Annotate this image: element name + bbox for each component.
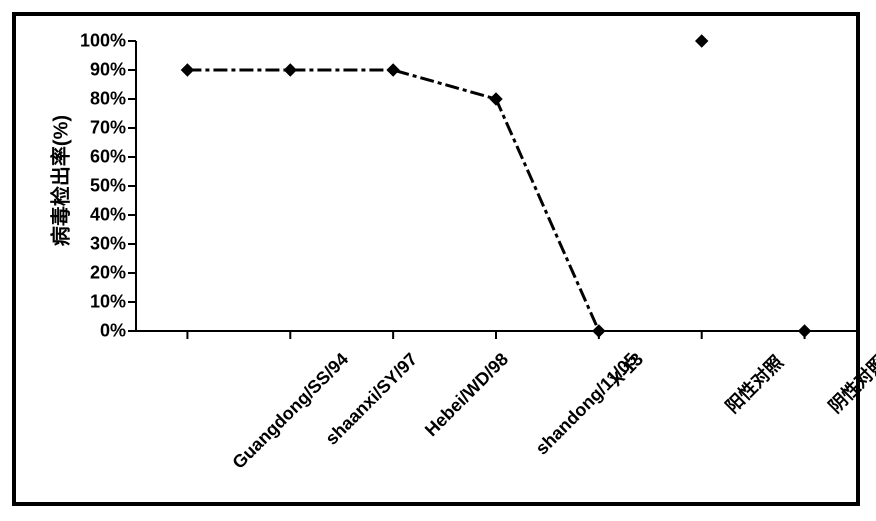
data-marker <box>799 325 811 337</box>
data-marker <box>593 325 605 337</box>
chart-frame: 病毒检出率(%) 0%10%20%30%40%50%60%70%80%90%10… <box>12 12 860 506</box>
data-marker <box>696 35 708 47</box>
data-marker <box>284 64 296 76</box>
plot-area <box>16 16 876 351</box>
x-tick-label: Guangdong/SS/94 <box>229 349 353 473</box>
x-tick-label: Hebei/WD/98 <box>421 349 513 441</box>
x-tick-label: 阳性对照 <box>719 349 788 418</box>
data-marker <box>181 64 193 76</box>
x-tick-label: 阴性对照 <box>822 349 876 418</box>
data-marker <box>387 64 399 76</box>
data-marker <box>490 93 502 105</box>
series-line <box>187 70 598 331</box>
